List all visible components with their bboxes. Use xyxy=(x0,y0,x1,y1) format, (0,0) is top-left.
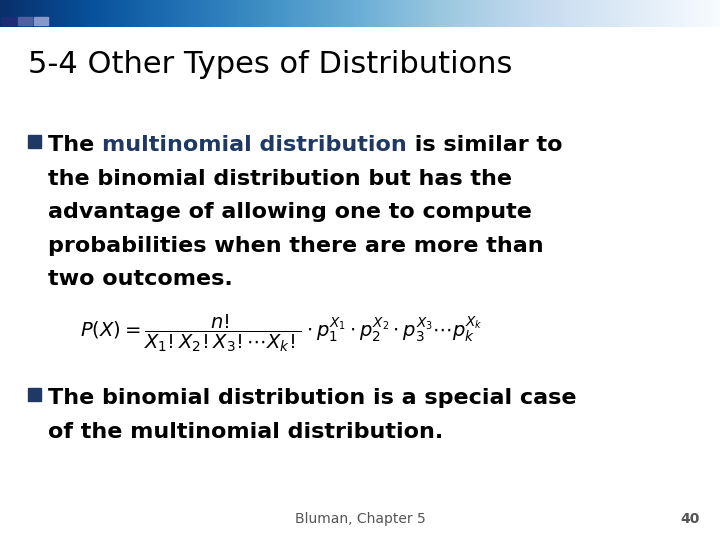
Text: advantage of allowing one to compute: advantage of allowing one to compute xyxy=(48,202,532,222)
Text: Bluman, Chapter 5: Bluman, Chapter 5 xyxy=(294,512,426,526)
Text: of the multinomial distribution.: of the multinomial distribution. xyxy=(48,422,444,442)
Text: the binomial distribution but has the: the binomial distribution but has the xyxy=(48,168,512,188)
Text: two outcomes.: two outcomes. xyxy=(48,269,233,289)
Text: $P(X)=\dfrac{n!}{X_1 ! X_2 ! X_3 ! \cdots X_k !}\cdot p_1^{X_1} \cdot p_2^{X_2} : $P(X)=\dfrac{n!}{X_1 ! X_2 ! X_3 ! \cdot… xyxy=(80,313,482,354)
Text: multinomial distribution: multinomial distribution xyxy=(102,135,407,155)
Text: The: The xyxy=(48,135,102,155)
Text: The binomial distribution is a special case: The binomial distribution is a special c… xyxy=(48,388,577,408)
Text: is similar to: is similar to xyxy=(407,135,562,155)
Text: 40: 40 xyxy=(680,512,700,526)
Bar xyxy=(28,135,41,148)
Bar xyxy=(18,17,32,25)
Text: probabilities when there are more than: probabilities when there are more than xyxy=(48,236,544,256)
Bar xyxy=(2,17,16,25)
Bar xyxy=(34,17,48,25)
Bar xyxy=(28,388,41,401)
Text: 5-4 Other Types of Distributions: 5-4 Other Types of Distributions xyxy=(28,50,513,79)
